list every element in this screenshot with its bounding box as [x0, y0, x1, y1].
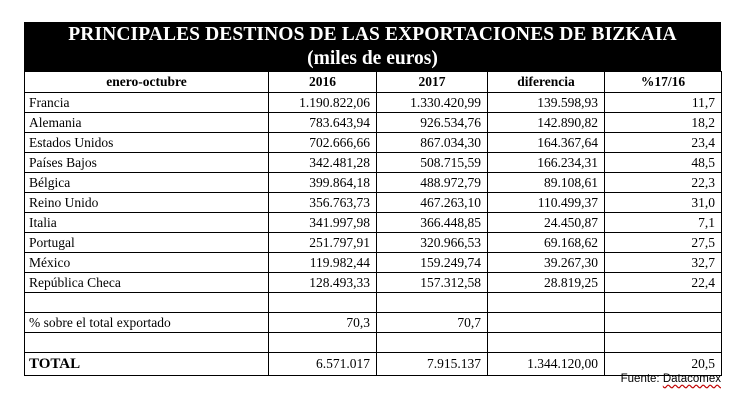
value-2016-cell: 342.481,28 [268, 152, 377, 173]
empty-cell [268, 292, 377, 313]
value-2016-cell: 1.190.822,06 [268, 92, 377, 113]
country-cell: Bélgica [24, 172, 269, 193]
value-2017-cell: 926.534,76 [376, 112, 488, 133]
diferencia-cell: 24.450,87 [487, 212, 605, 233]
header-2016: 2016 [268, 71, 377, 93]
diferencia-cell: 28.819,25 [487, 272, 605, 293]
value-2017-cell: 467.263,10 [376, 192, 488, 213]
pct-cell: 27,5 [604, 232, 722, 253]
value-2016-cell: 128.493,33 [268, 272, 377, 293]
value-2016-cell: 251.797,91 [268, 232, 377, 253]
header-2017: 2017 [376, 71, 488, 93]
table-row: Portugal 251.797,91 320.966,53 69.168,62 27,… [24, 232, 722, 253]
pct-cell: 31,0 [604, 192, 722, 213]
table-row: Italia 341.997,98 366.448,85 24.450,87 7,1 [24, 212, 722, 233]
pct-cell: 32,7 [604, 252, 722, 273]
exports-table-container: PRINCIPALES DESTINOS DE LAS EXPORTACIONE… [24, 22, 722, 376]
country-cell: México [24, 252, 269, 273]
country-cell: República Checa [24, 272, 269, 293]
value-2017-cell: 488.972,79 [376, 172, 488, 193]
country-cell: Reino Unido [24, 192, 269, 213]
empty-cell [376, 292, 488, 313]
value-2016-cell: 341.997,98 [268, 212, 377, 233]
total-2017: 7.915.137 [376, 352, 488, 376]
country-cell: Italia [24, 212, 269, 233]
value-2017-cell: 320.966,53 [376, 232, 488, 253]
share-2016: 70,3 [268, 312, 377, 333]
empty-cell [376, 332, 488, 353]
value-2016-cell: 702.666,66 [268, 132, 377, 153]
table-row: Estados Unidos 702.666,66 867.034,30 164.36… [24, 132, 722, 153]
header-period: enero-octubre [24, 71, 269, 93]
exports-table: enero-octubre 2016 2017 diferencia %17/1… [24, 71, 722, 376]
value-2017-cell: 508.715,59 [376, 152, 488, 173]
total-pct: 20,5 [604, 352, 722, 376]
pct-cell: 7,1 [604, 212, 722, 233]
value-2017-cell: 159.249,74 [376, 252, 488, 273]
table-row: Bélgica 399.864,18 488.972,79 89.108,61 22,3 [24, 172, 722, 193]
empty-cell [487, 332, 605, 353]
pct-cell: 22,3 [604, 172, 722, 193]
country-cell: Alemania [24, 112, 269, 133]
title-line-1: PRINCIPALES DESTINOS DE LAS EXPORTACIONE… [68, 24, 677, 45]
value-2017-cell: 366.448,85 [376, 212, 488, 233]
spacer-row [24, 292, 722, 313]
country-cell: Países Bajos [24, 152, 269, 173]
share-label: % sobre el total exportado [24, 312, 269, 333]
pct-cell: 23,4 [604, 132, 722, 153]
diferencia-cell: 164.367,64 [487, 132, 605, 153]
diferencia-cell: 89.108,61 [487, 172, 605, 193]
table-row: Países Bajos 342.481,28 508.715,59 166.234,… [24, 152, 722, 173]
empty-cell [604, 312, 722, 333]
value-2017-cell: 867.034,30 [376, 132, 488, 153]
diferencia-cell: 139.598,93 [487, 92, 605, 113]
table-row: República Checa 128.493,33 157.312,58 28.81… [24, 272, 722, 293]
table-row: México 119.982,44 159.249,74 39.267,30 32,7 [24, 252, 722, 273]
title-line-2: (miles de euros) [307, 48, 438, 69]
empty-cell [487, 312, 605, 333]
diferencia-cell: 110.499,37 [487, 192, 605, 213]
empty-cell [24, 332, 269, 353]
country-cell: Francia [24, 92, 269, 113]
empty-cell [604, 332, 722, 353]
value-2016-cell: 783.643,94 [268, 112, 377, 133]
empty-cell [268, 332, 377, 353]
empty-cell [24, 292, 269, 313]
pct-cell: 48,5 [604, 152, 722, 173]
pct-cell: 18,2 [604, 112, 722, 133]
diferencia-cell: 69.168,62 [487, 232, 605, 253]
table-row: Francia 1.190.822,06 1.330.420,99 139.598,9… [24, 92, 722, 113]
total-label: TOTAL [24, 352, 269, 376]
share-row: % sobre el total exportado 70,3 70,7 [24, 312, 722, 333]
empty-cell [604, 292, 722, 313]
share-2017: 70,7 [376, 312, 488, 333]
diferencia-cell: 142.890,82 [487, 112, 605, 133]
spacer-row [24, 332, 722, 353]
total-diferencia: 1.344.120,00 [487, 352, 605, 376]
source-name: Datacomex [662, 373, 721, 385]
pct-cell: 11,7 [604, 92, 722, 113]
total-row: TOTAL 6.571.017 7.915.137 1.344.120,00 20,5 [24, 352, 722, 376]
value-2016-cell: 356.763,73 [268, 192, 377, 213]
header-row: enero-octubre 2016 2017 diferencia %17/1… [24, 71, 722, 93]
table-title: PRINCIPALES DESTINOS DE LAS EXPORTACIONE… [24, 22, 721, 71]
source-note: Fuente: Datacomex [621, 373, 721, 385]
diferencia-cell: 166.234,31 [487, 152, 605, 173]
value-2016-cell: 399.864,18 [268, 172, 377, 193]
table-row: Alemania 783.643,94 926.534,76 142.890,82 18… [24, 112, 722, 133]
country-cell: Estados Unidos [24, 132, 269, 153]
diferencia-cell: 39.267,30 [487, 252, 605, 273]
value-2017-cell: 157.312,58 [376, 272, 488, 293]
empty-cell [487, 292, 605, 313]
total-2016: 6.571.017 [268, 352, 377, 376]
source-prefix: Fuente: [620, 373, 663, 385]
value-2017-cell: 1.330.420,99 [376, 92, 488, 113]
header-pct: %17/16 [604, 71, 722, 93]
header-diferencia: diferencia [487, 71, 605, 93]
value-2016-cell: 119.982,44 [268, 252, 377, 273]
table-row: Reino Unido 356.763,73 467.263,10 110.499,3… [24, 192, 722, 213]
pct-cell: 22,4 [604, 272, 722, 293]
country-cell: Portugal [24, 232, 269, 253]
